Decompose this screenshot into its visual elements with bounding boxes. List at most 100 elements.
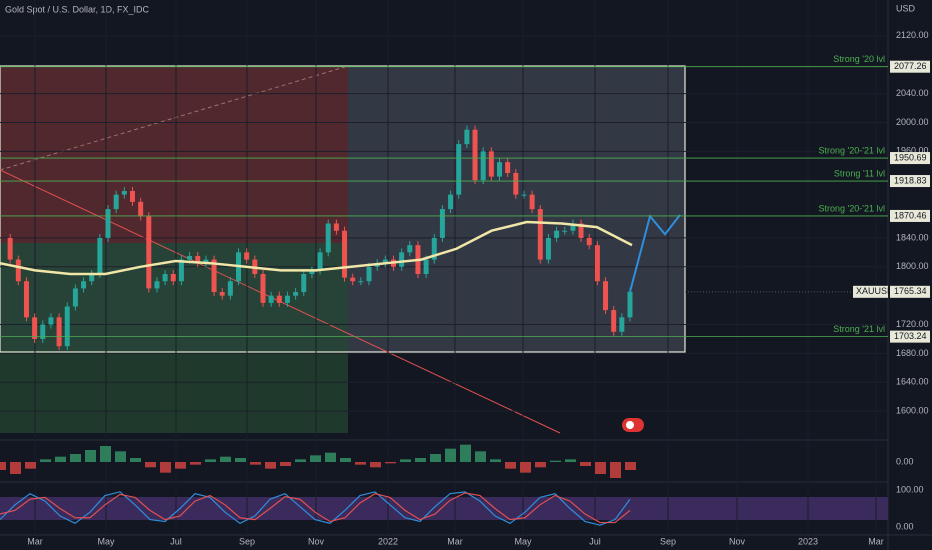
- price-tag: 1765.34: [894, 286, 927, 296]
- candle: [521, 194, 527, 196]
- macd-bar: [205, 459, 216, 462]
- candle: [407, 245, 413, 253]
- symbol-tag-bg: [853, 285, 888, 298]
- candle: [333, 223, 339, 231]
- candle: [603, 281, 609, 311]
- macd-bar: [385, 462, 396, 464]
- price-tag: 1950.69: [894, 152, 927, 162]
- dashed-line: [0, 65, 349, 171]
- macd-bar: [25, 462, 36, 469]
- macd-bar: [355, 462, 366, 465]
- macd-bar: [145, 462, 156, 468]
- candle: [464, 129, 470, 145]
- candle: [211, 259, 217, 293]
- candle: [170, 274, 176, 282]
- price-tag-bg: [890, 209, 930, 222]
- candle: [7, 237, 13, 260]
- macd-bar: [340, 458, 351, 462]
- candle: [129, 191, 135, 202]
- candle: [284, 295, 290, 303]
- price-tag: 1870.46: [894, 210, 927, 220]
- macd-bar: [115, 451, 126, 462]
- moving-average: [0, 220, 633, 276]
- candle: [72, 288, 78, 307]
- time-tick-label: Mar: [447, 536, 463, 546]
- candle: [570, 223, 576, 231]
- macd-bar: [160, 462, 171, 473]
- candle: [529, 194, 535, 210]
- projection: [629, 214, 681, 293]
- candle: [244, 252, 250, 260]
- time-tick-label: Nov: [308, 536, 325, 546]
- candle: [162, 274, 168, 282]
- price-tag: 2077.26: [894, 61, 927, 71]
- macd-bar: [10, 462, 21, 474]
- candle: [105, 209, 111, 238]
- macd-tick-label: 0.00: [896, 456, 914, 466]
- price-tag-bg: [890, 175, 930, 188]
- macd-bar: [580, 462, 591, 466]
- candle: [619, 317, 625, 332]
- candle: [219, 292, 225, 296]
- macd-bar: [175, 462, 186, 469]
- level-label: Strong '20-'21 lvl: [819, 145, 885, 155]
- macd-bar: [625, 462, 636, 470]
- time-tick-label: Mar: [868, 536, 884, 546]
- candle: [399, 252, 405, 267]
- candle: [513, 172, 519, 195]
- level-label: Strong '21 lvl: [833, 324, 885, 334]
- range-box: [348, 66, 685, 352]
- candle: [146, 216, 152, 289]
- time-tick-label: Mar: [27, 536, 43, 546]
- macd-bar: [235, 458, 246, 462]
- price-tag-bg: [890, 60, 930, 73]
- price-tag-bg: [890, 330, 930, 343]
- macd-bar: [370, 462, 381, 468]
- stoch-tick-label: 0.00: [896, 521, 914, 531]
- price-tick-label: 2120.00: [896, 30, 929, 40]
- macd-bar: [100, 446, 111, 462]
- price-tag-bg: [890, 152, 930, 165]
- macd-bar: [460, 444, 471, 462]
- time-tick-label: May: [514, 536, 532, 546]
- macd-bar: [0, 462, 6, 470]
- candle: [81, 281, 87, 289]
- macd-bar: [550, 460, 561, 462]
- candle: [562, 230, 568, 232]
- candle: [48, 317, 54, 325]
- candle: [431, 237, 437, 260]
- candle: [480, 151, 486, 181]
- price-tag: 1918.83: [894, 175, 927, 185]
- stoch-tick-label: 100.00: [896, 484, 924, 494]
- candle: [488, 151, 494, 177]
- axis-unit: USD: [896, 3, 916, 13]
- candle: [89, 274, 95, 282]
- macd-bar: [55, 456, 66, 462]
- candle: [594, 245, 600, 282]
- candle: [578, 223, 584, 238]
- level-label: Strong '20-'21 lvl: [819, 203, 885, 213]
- candle: [537, 209, 543, 260]
- macd-bar: [265, 462, 276, 469]
- price-tick-label: 1960.00: [896, 146, 929, 156]
- macd-bar: [130, 458, 141, 462]
- time-tick-label: Sep: [239, 536, 255, 546]
- indicator-badge: [622, 418, 644, 432]
- price-tick-label: 2040.00: [896, 88, 929, 98]
- stoch-d: [0, 492, 631, 524]
- candle: [505, 162, 511, 173]
- profit-zone-lower: [0, 352, 348, 433]
- candle: [325, 223, 331, 253]
- price-tick-label: 1800.00: [896, 261, 929, 271]
- candle: [97, 237, 103, 275]
- macd-bar: [430, 454, 441, 462]
- candle: [15, 259, 21, 282]
- candle: [358, 281, 364, 283]
- candle: [554, 230, 560, 238]
- candle: [138, 201, 144, 217]
- macd-bar: [40, 459, 51, 462]
- candle: [203, 259, 209, 264]
- candle: [366, 266, 372, 282]
